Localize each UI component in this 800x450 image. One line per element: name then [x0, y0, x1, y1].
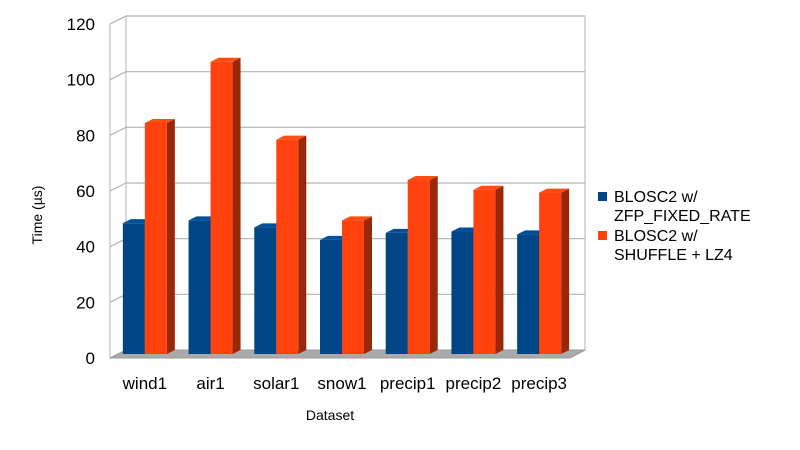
bar-precip2-series-2 — [473, 185, 504, 354]
bar-air1-series-2 — [210, 57, 241, 354]
legend: BLOSC2 w/ZFP_FIXED_RATE BLOSC2 w/SHUFFLE… — [598, 189, 751, 264]
y-tick-label: 0 — [86, 349, 95, 368]
x-tick-label-precip2: precip2 — [446, 374, 502, 393]
legend-label-series-2: BLOSC2 w/SHUFFLE + LZ4 — [614, 228, 733, 264]
x-tick-label-precip3: precip3 — [511, 374, 567, 393]
y-tick-label: 100 — [67, 71, 95, 90]
bars — [122, 57, 570, 354]
bar-wind1-series-2 — [144, 118, 175, 354]
y-tick-labels: 0 20 40 60 80 100 120 — [67, 15, 95, 368]
gridline-side — [109, 126, 127, 136]
bar-precip1-series-2 — [407, 176, 438, 354]
gridline-side — [109, 71, 127, 81]
bar-solar1-series-2 — [276, 135, 307, 354]
bar-snow1-series-2 — [342, 216, 372, 354]
x-tick-labels: wind1 air1 solar1 snow1 precip1 precip2 precip… — [122, 374, 567, 393]
y-tick-label: 40 — [76, 238, 95, 257]
legend-swatch-series-2 — [598, 231, 607, 240]
x-tick-label-snow1: snow1 — [317, 374, 366, 393]
gridline-side — [109, 15, 127, 25]
x-tick-label-precip1: precip1 — [380, 374, 436, 393]
x-axis-label: Dataset — [306, 407, 354, 423]
legend-label-series-1: BLOSC2 w/ZFP_FIXED_RATE — [614, 189, 751, 225]
x-tick-label-solar1: solar1 — [253, 374, 299, 393]
gridline-side — [109, 182, 127, 192]
legend-swatch-series-1 — [598, 192, 607, 201]
bar-precip3-series-2 — [539, 188, 570, 354]
x-tick-label-wind1: wind1 — [122, 374, 167, 393]
y-axis-label: Time (µs) — [29, 186, 45, 245]
y-tick-label: 20 — [76, 293, 95, 312]
y-tick-label: 60 — [76, 182, 95, 201]
x-tick-label-air1: air1 — [196, 374, 224, 393]
y-tick-label: 120 — [67, 15, 95, 34]
y-tick-label: 80 — [76, 126, 95, 145]
